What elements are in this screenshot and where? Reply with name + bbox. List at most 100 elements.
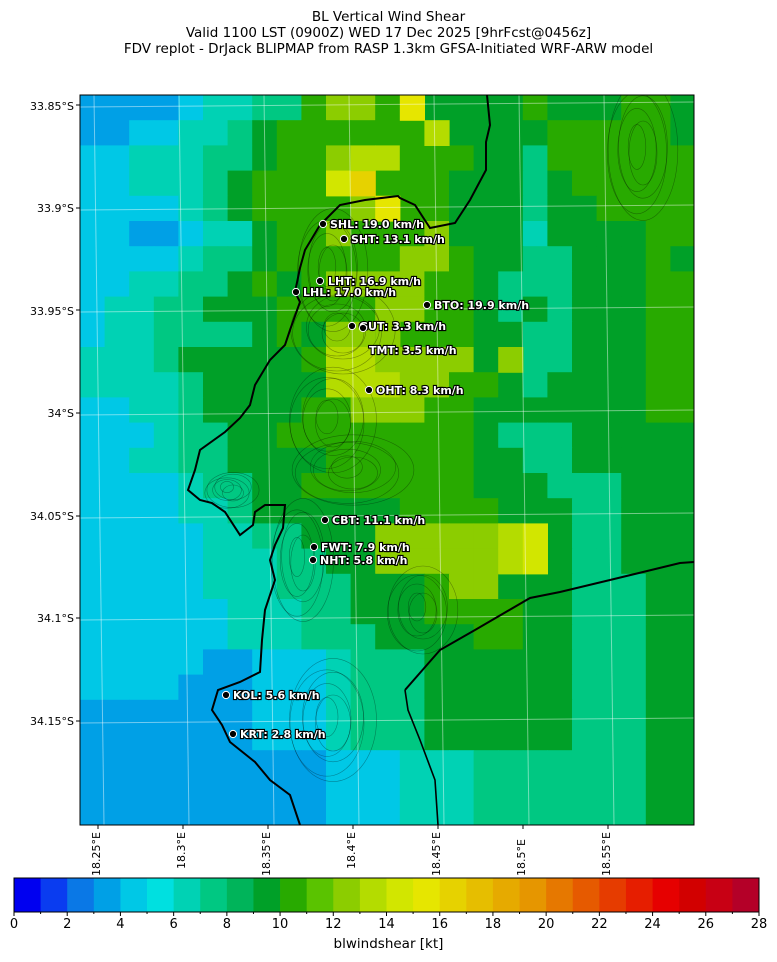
grid-cell xyxy=(596,523,622,550)
grid-cell xyxy=(522,296,548,323)
station-dot[interactable] xyxy=(291,287,301,297)
grid-cell xyxy=(276,725,302,751)
station-dot[interactable] xyxy=(364,385,374,395)
grid-cell xyxy=(596,120,622,146)
grid-cell xyxy=(252,120,278,146)
grid-cell xyxy=(621,498,647,524)
grid-cell xyxy=(350,372,376,398)
station-label: OHT: 8.3 km/h xyxy=(376,384,464,397)
grid-cell xyxy=(153,523,179,550)
station-dot[interactable] xyxy=(221,690,231,700)
grid-cell xyxy=(252,296,278,323)
grid-cell xyxy=(129,397,155,424)
grid-cell xyxy=(596,498,622,524)
grid-cell xyxy=(178,246,204,272)
colorbar-swatch xyxy=(519,878,547,912)
colorbar-tick-label: 24 xyxy=(644,917,661,932)
grid-cell xyxy=(203,397,229,424)
grid-cell xyxy=(670,599,694,625)
terrain-contour xyxy=(398,574,448,640)
grid-cell xyxy=(670,246,694,272)
grid-cell xyxy=(227,321,253,348)
station-dot[interactable] xyxy=(309,542,319,552)
grid-cell xyxy=(522,599,548,625)
map-frame xyxy=(79,94,695,826)
grid-cell xyxy=(350,775,376,802)
grid-cell xyxy=(449,548,475,575)
terrain-contour xyxy=(627,124,647,170)
grid-cell xyxy=(129,649,155,676)
grid-cell xyxy=(449,447,475,474)
meridian-line xyxy=(348,95,360,825)
meridian-line xyxy=(603,95,615,825)
grid-cell xyxy=(498,775,524,802)
grid-cell xyxy=(350,271,376,298)
grid-cell xyxy=(498,447,524,474)
grid-cell xyxy=(473,573,499,600)
grid-cell xyxy=(375,699,401,726)
grid-cell xyxy=(326,599,352,625)
grid-cell xyxy=(424,195,450,222)
grid-cell xyxy=(326,221,352,247)
grid-cell xyxy=(153,120,179,146)
colorbar-tick-label: 2 xyxy=(63,917,72,932)
grid-cell xyxy=(645,347,671,373)
grid-cell xyxy=(547,548,573,575)
grid-cell xyxy=(227,674,253,701)
grid-cell xyxy=(596,624,622,650)
grid-cell xyxy=(129,699,155,726)
grid-cell xyxy=(645,447,671,474)
grid-cell xyxy=(227,447,253,474)
terrain-contour xyxy=(387,574,447,652)
grid-cell xyxy=(203,221,229,247)
station-dot[interactable] xyxy=(347,321,357,331)
station-dot[interactable] xyxy=(320,515,330,525)
grid-cell xyxy=(473,296,499,323)
station-dot[interactable] xyxy=(422,300,432,310)
station-label: GUT: 3.3 km/h xyxy=(359,320,446,333)
grid-cell xyxy=(80,246,106,272)
grid-cell xyxy=(473,699,499,726)
grid-cell xyxy=(350,397,376,424)
station-dot[interactable] xyxy=(318,219,328,229)
grid-cell xyxy=(572,523,598,550)
grid-cell xyxy=(498,221,524,247)
station-dot[interactable] xyxy=(339,234,349,244)
grid-cell xyxy=(104,221,130,247)
grid-cell xyxy=(473,548,499,575)
station-dot[interactable] xyxy=(308,555,318,565)
grid-cell xyxy=(104,624,130,650)
grid-cell xyxy=(153,397,179,424)
station-dot[interactable] xyxy=(358,323,368,333)
grid-cell xyxy=(399,221,425,247)
grid-cell xyxy=(424,725,450,751)
grid-cell xyxy=(326,498,352,524)
lon-label: 18.5°E xyxy=(515,839,528,876)
grid-cell xyxy=(276,649,302,676)
grid-cell xyxy=(522,498,548,524)
grid-cell xyxy=(104,750,130,776)
grid-cell xyxy=(596,699,622,726)
station-dot[interactable] xyxy=(228,729,238,739)
grid-cell xyxy=(621,548,647,575)
grid-cell xyxy=(522,145,548,172)
grid-cell xyxy=(350,170,376,197)
grid-cell xyxy=(424,548,450,575)
grid-cell xyxy=(596,397,622,424)
grid-cell xyxy=(350,699,376,726)
grid-cell xyxy=(178,145,204,172)
terrain-contour xyxy=(281,511,325,603)
grid-cell xyxy=(399,800,425,825)
colorbar-swatch xyxy=(546,878,574,912)
grid-cell xyxy=(596,800,622,825)
station-dot[interactable] xyxy=(315,276,325,286)
grid-cell xyxy=(572,699,598,726)
grid-cell xyxy=(301,120,327,146)
grid-cell xyxy=(621,674,647,701)
grid-cell xyxy=(375,422,401,449)
station-label: BTO: 19.9 km/h xyxy=(434,299,529,312)
grid-cell xyxy=(375,523,401,550)
grid-cell xyxy=(522,725,548,751)
parallel-line xyxy=(80,409,694,416)
grid-cell xyxy=(178,397,204,424)
